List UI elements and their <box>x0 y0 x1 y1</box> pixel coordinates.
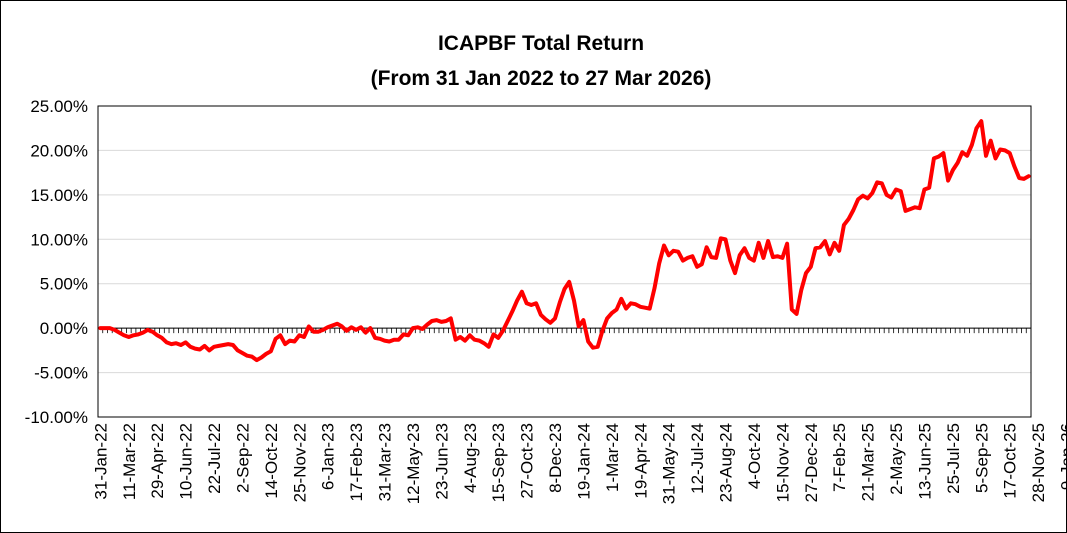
x-tick-label: 31-Jan-22 <box>91 423 110 500</box>
x-tick-label: 10-Jun-22 <box>177 423 196 500</box>
x-tick-label: 21-Mar-25 <box>859 423 878 501</box>
gridlines <box>98 149 1031 374</box>
x-tick-label: 5-Sep-25 <box>972 423 991 493</box>
x-tick-label: 22-Jul-22 <box>205 423 224 494</box>
x-tick-label: 12-Jul-24 <box>688 423 707 494</box>
x-tick-label: 1-Mar-24 <box>603 423 622 492</box>
x-tick-label: 25-Nov-22 <box>290 423 309 502</box>
y-tick-label: 5.00% <box>40 275 88 294</box>
chart-title: ICAPBF Total Return <box>438 32 644 55</box>
x-tick-label: 2-Sep-22 <box>233 423 252 493</box>
x-tick-label: 4-Oct-24 <box>745 423 764 489</box>
y-tick-label: 20.00% <box>30 141 88 160</box>
x-tick-label: 31-May-24 <box>660 423 679 504</box>
y-tick-label: 15.00% <box>30 186 88 205</box>
x-tick-label: 27-Oct-23 <box>518 423 537 499</box>
y-tick-label: -5.00% <box>34 364 88 383</box>
x-tick-label: 8-Dec-23 <box>546 423 565 493</box>
x-tick-label: 23-Jun-23 <box>432 423 451 500</box>
series-layer <box>98 119 1031 363</box>
x-tick-label: 9-Jan-26 <box>1058 423 1066 490</box>
x-tick-label: 23-Aug-24 <box>717 423 736 502</box>
x-tick-label: 2-May-25 <box>887 423 906 495</box>
x-tick-label: 15-Sep-23 <box>489 423 508 502</box>
x-tick-label: 31-Mar-23 <box>376 423 395 501</box>
x-tick-label: 29-Apr-22 <box>148 423 167 499</box>
x-tick-label: 7-Feb-25 <box>830 423 849 492</box>
y-axis-tick-labels: 25.00% 20.00% 15.00% 10.00% 5.00% 0.00% -5.00%… <box>25 97 88 427</box>
x-tick-label: 11-Mar-22 <box>120 423 139 500</box>
x-axis-tick-labels: 31-Jan-22 11-Mar-22 29-Apr-22 10-Jun-22 22-J… <box>91 423 1066 504</box>
x-tick-label: 12-May-23 <box>404 423 423 504</box>
x-tick-label: 17-Feb-23 <box>347 423 366 501</box>
x-tick-label: 17-Oct-25 <box>1001 423 1020 499</box>
x-tick-label: 19-Apr-24 <box>631 423 650 499</box>
x-axis-minor-ticks <box>97 327 1032 334</box>
x-tick-label: 4-Aug-23 <box>461 423 480 493</box>
x-tick-label: 19-Jan-24 <box>574 423 593 500</box>
y-tick-label: 0.00% <box>40 319 88 338</box>
chart-subtitle: (From 31 Jan 2022 to 27 Mar 2026) <box>371 67 712 90</box>
y-tick-label: -10.00% <box>25 408 88 427</box>
plot-area <box>97 105 1032 418</box>
x-tick-label: 28-Nov-25 <box>1029 423 1048 502</box>
y-tick-label: 25.00% <box>30 97 88 116</box>
y-tick-label: 10.00% <box>30 230 88 249</box>
x-tick-label: 27-Dec-24 <box>802 423 821 502</box>
x-tick-label: 25-Jul-25 <box>944 423 963 494</box>
x-tick-label: 13-Jun-25 <box>915 423 934 500</box>
x-tick-label: 6-Jan-23 <box>319 423 338 490</box>
x-tick-label: 15-Nov-24 <box>773 423 792 502</box>
series-line <box>98 119 1031 363</box>
x-tick-label: 14-Oct-22 <box>262 423 281 499</box>
